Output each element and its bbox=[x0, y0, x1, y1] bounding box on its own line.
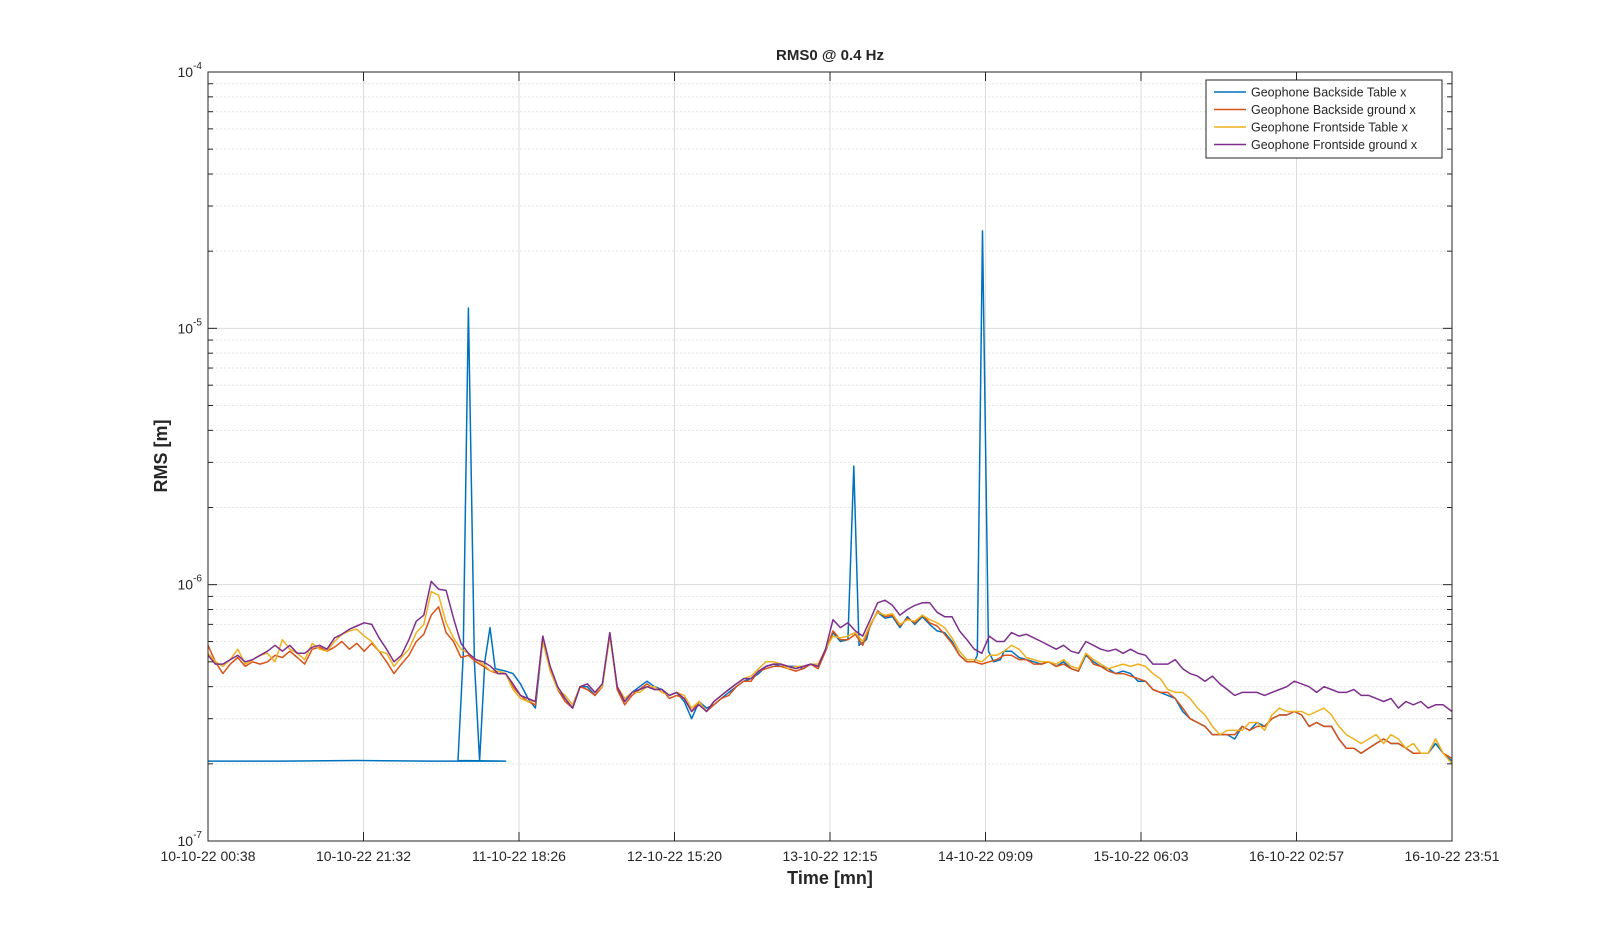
x-axis-label: Time [mn] bbox=[787, 868, 873, 888]
chart-title: RMS0 @ 0.4 Hz bbox=[776, 47, 884, 64]
x-tick-label: 15-10-22 06:03 bbox=[1094, 848, 1189, 864]
legend-label: Geophone Backside Table x bbox=[1251, 86, 1407, 100]
y-tick-label: 10-6 bbox=[178, 574, 203, 593]
x-tick-label: 10-10-22 21:32 bbox=[316, 848, 411, 864]
series-line-3 bbox=[207, 590, 1453, 765]
x-tick-label: 14-10-22 09:09 bbox=[938, 848, 1033, 864]
x-tick-label: 12-10-22 15:20 bbox=[627, 848, 722, 864]
x-tick-label: 13-10-22 12:15 bbox=[783, 848, 878, 864]
series-line-2 bbox=[207, 606, 1453, 760]
x-tick-label: 10-10-22 00:38 bbox=[161, 848, 256, 864]
legend-label: Geophone Backside ground x bbox=[1251, 103, 1416, 117]
series-line-4 bbox=[207, 580, 1453, 713]
x-tick-label: 11-10-22 18:26 bbox=[472, 848, 566, 864]
legend-label: Geophone Frontside Table x bbox=[1251, 121, 1409, 135]
legend: Geophone Backside Table x Geophone Backsi… bbox=[1205, 79, 1443, 159]
legend-box bbox=[1205, 79, 1443, 159]
series-layer bbox=[207, 230, 1453, 765]
y-tick-label: 10-7 bbox=[178, 830, 203, 849]
legend-label: Geophone Frontside ground x bbox=[1251, 138, 1418, 152]
y-tick-label: 10-4 bbox=[178, 61, 203, 80]
x-tick-label: 16-10-22 23:51 bbox=[1405, 848, 1500, 864]
ticks: 10-7 10-6 10-5 10-4 10-10-22 00:38 10-10-22 2… bbox=[161, 61, 1500, 864]
x-tick-label: 16-10-22 02:57 bbox=[1249, 848, 1344, 864]
y-tick-label: 10-5 bbox=[178, 317, 203, 336]
y-axis-label: RMS [m] bbox=[151, 420, 171, 493]
